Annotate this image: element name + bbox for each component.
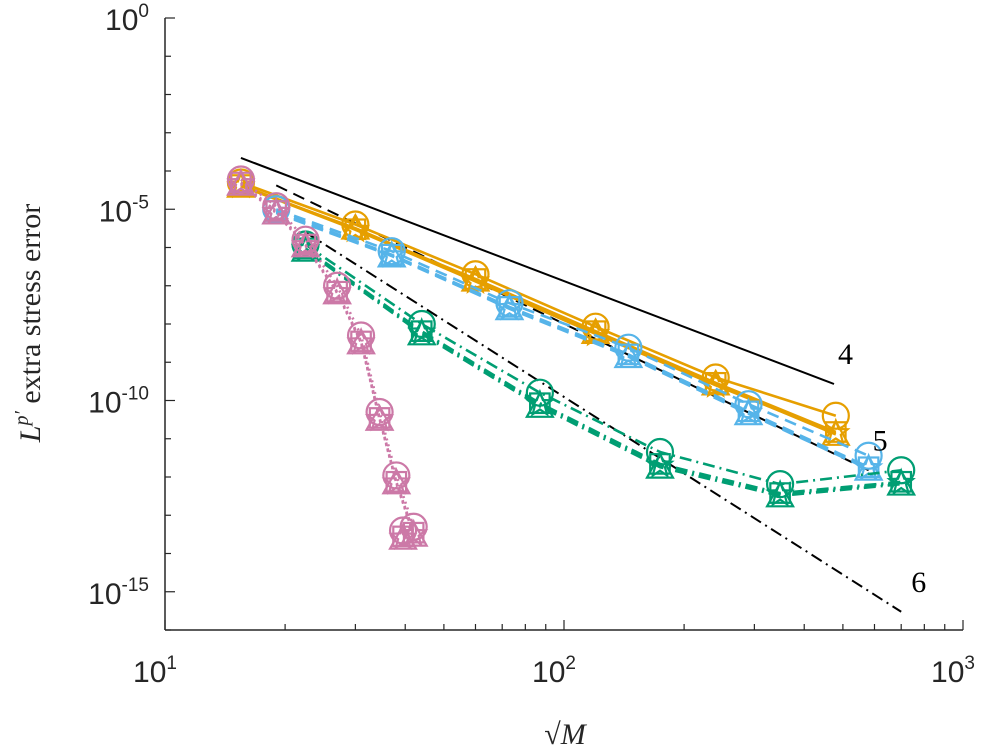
y-tick-label: 10-5 [99,192,149,228]
star-marker [701,369,731,398]
series-group [290,230,917,508]
series-line [304,243,902,486]
reference-lines [240,156,902,613]
series-line [304,248,902,496]
circle-marker [765,470,795,499]
series-group [226,168,851,446]
data-series [226,165,917,551]
circle-marker [854,441,883,470]
series-line [240,184,837,435]
series-line [304,247,902,495]
y-axis-label-prefix: L [14,426,47,444]
star-marker [261,196,291,225]
y-axis-label-sup: p′ [11,411,33,428]
star-marker [494,292,525,321]
star-marker [765,478,795,507]
y-tick-label-exp: 0 [138,1,149,22]
y-tick-label-exp: -15 [122,575,149,596]
series-line [240,181,416,538]
x-tick-label-base: 10 [133,656,166,689]
y-tick-label-exp: -5 [132,192,149,213]
y-tick-label-base: 10 [99,195,132,228]
star-marker [580,318,611,347]
circle-marker [323,271,352,300]
star-marker [613,340,644,369]
star-marker [407,316,437,346]
star-marker [460,265,491,294]
circle-marker [645,437,675,467]
star-marker [226,167,256,196]
slope-label: 5 [873,424,888,457]
x-tick-label: 102 [532,653,576,689]
axes [164,17,964,631]
series-line [275,210,870,470]
x-tick-label-exp: 1 [166,653,177,674]
circle-marker [821,401,850,430]
circle-marker [291,225,320,254]
series-line [240,181,837,417]
x-tick-label: 101 [133,653,177,689]
star-marker [886,467,916,496]
circle-marker [262,192,291,221]
y-tick-label: 10-10 [88,384,149,420]
x-tick-label-base: 10 [931,656,964,689]
slope-label: 6 [911,566,926,599]
y-axis-label: Lp′ extra stress error [11,204,47,443]
circle-marker [887,456,916,485]
x-tick-label-base: 10 [532,656,565,689]
series-line [275,208,870,457]
star-marker [645,449,675,479]
y-axis-label-text: extra stress error [14,204,47,411]
x-tick-label-exp: 3 [964,653,975,674]
series-group [261,195,884,481]
reference-line-slope-5 [275,184,870,472]
star-marker [290,229,321,258]
reference-line-slope-4 [240,156,835,385]
star-marker [388,522,418,551]
y-tick-label-exp: -10 [122,384,149,405]
y-tick-label: 100 [105,1,149,37]
x-axis-label: √M [544,718,587,751]
star-marker [381,466,412,495]
y-tick-label: 10-15 [88,575,149,611]
y-tick-label-base: 10 [88,387,121,420]
x-tick-label-exp: 2 [565,653,576,674]
star-marker [340,214,371,243]
reference-line-slope-6 [304,231,902,613]
star-marker [322,276,352,305]
slope-label: 4 [838,338,853,371]
x-tick-label: 103 [931,653,975,689]
star-marker [733,397,764,426]
star-marker [377,239,407,268]
circle-marker [525,378,554,407]
series-group [226,165,429,551]
series-line [304,249,902,498]
y-tick-label-base: 10 [105,4,138,37]
star-marker [346,326,376,355]
series-line [240,178,416,532]
star-marker [525,388,555,417]
star-marker [821,417,851,446]
star-marker [364,403,395,432]
y-tick-label-base: 10 [88,578,121,611]
